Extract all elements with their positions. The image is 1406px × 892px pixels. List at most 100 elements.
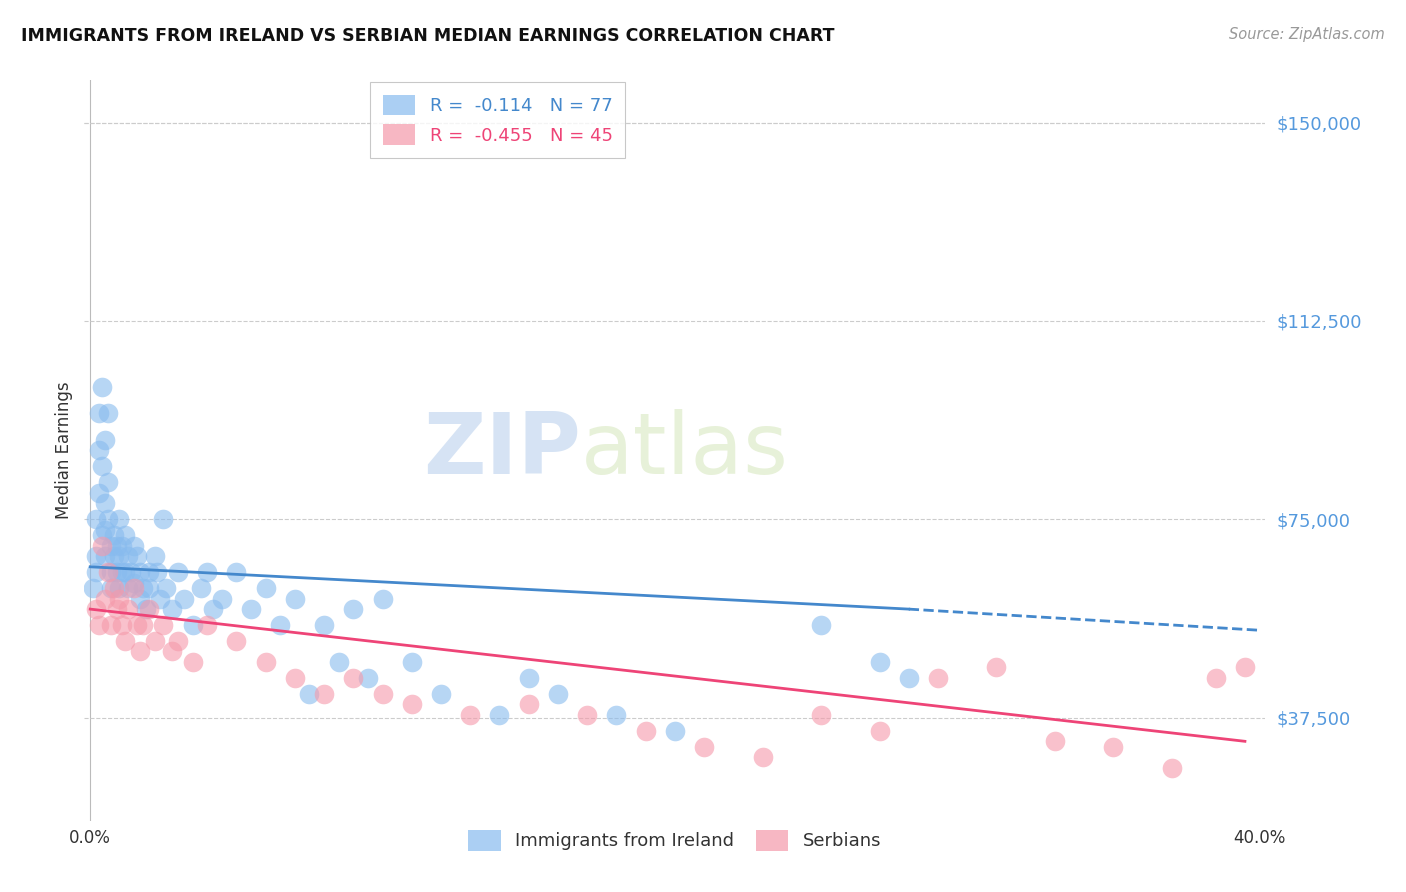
Point xyxy=(108,512,131,526)
Point xyxy=(211,591,233,606)
Point xyxy=(114,633,136,648)
Point xyxy=(120,565,142,579)
Point xyxy=(143,549,166,564)
Point xyxy=(401,655,423,669)
Text: IMMIGRANTS FROM IRELAND VS SERBIAN MEDIAN EARNINGS CORRELATION CHART: IMMIGRANTS FROM IRELAND VS SERBIAN MEDIA… xyxy=(21,27,835,45)
Point xyxy=(94,591,117,606)
Point xyxy=(129,644,152,658)
Point xyxy=(810,707,832,722)
Point xyxy=(342,602,364,616)
Point xyxy=(125,549,148,564)
Point xyxy=(84,602,107,616)
Point xyxy=(488,707,510,722)
Point xyxy=(97,512,120,526)
Point xyxy=(117,581,139,595)
Point xyxy=(108,591,131,606)
Point xyxy=(401,698,423,712)
Point xyxy=(111,539,134,553)
Point xyxy=(201,602,224,616)
Point xyxy=(100,618,122,632)
Point xyxy=(82,581,104,595)
Point xyxy=(114,528,136,542)
Point xyxy=(90,459,112,474)
Point xyxy=(1205,671,1227,685)
Point xyxy=(869,723,891,738)
Point xyxy=(1043,734,1066,748)
Point xyxy=(114,565,136,579)
Point xyxy=(181,655,204,669)
Point xyxy=(94,549,117,564)
Point xyxy=(269,618,291,632)
Point xyxy=(254,655,277,669)
Point xyxy=(125,618,148,632)
Point xyxy=(225,633,247,648)
Point xyxy=(105,602,128,616)
Point xyxy=(897,671,920,685)
Point xyxy=(927,671,949,685)
Point xyxy=(1233,660,1256,674)
Point xyxy=(149,591,172,606)
Point xyxy=(111,565,134,579)
Point xyxy=(90,539,112,553)
Point xyxy=(160,602,183,616)
Text: Source: ZipAtlas.com: Source: ZipAtlas.com xyxy=(1229,27,1385,42)
Point xyxy=(312,687,335,701)
Point xyxy=(751,750,773,764)
Point xyxy=(371,687,394,701)
Point xyxy=(122,539,145,553)
Point xyxy=(132,618,155,632)
Point xyxy=(84,512,107,526)
Point xyxy=(138,565,160,579)
Text: atlas: atlas xyxy=(581,409,789,492)
Point xyxy=(240,602,263,616)
Point xyxy=(1102,739,1125,754)
Point xyxy=(111,618,134,632)
Point xyxy=(87,443,110,458)
Point xyxy=(167,565,190,579)
Point xyxy=(105,539,128,553)
Point xyxy=(87,618,110,632)
Point xyxy=(605,707,627,722)
Point xyxy=(810,618,832,632)
Point xyxy=(195,565,218,579)
Point xyxy=(284,591,307,606)
Point xyxy=(1160,761,1182,775)
Point xyxy=(87,485,110,500)
Point xyxy=(371,591,394,606)
Point xyxy=(143,633,166,648)
Point xyxy=(869,655,891,669)
Point xyxy=(146,565,169,579)
Point xyxy=(138,602,160,616)
Point xyxy=(135,602,157,616)
Point xyxy=(94,523,117,537)
Point xyxy=(94,496,117,510)
Point xyxy=(108,549,131,564)
Point xyxy=(117,602,139,616)
Point xyxy=(328,655,350,669)
Point xyxy=(100,539,122,553)
Point xyxy=(576,707,599,722)
Point xyxy=(90,380,112,394)
Point xyxy=(138,581,160,595)
Point xyxy=(430,687,453,701)
Point xyxy=(122,581,145,595)
Point xyxy=(152,618,174,632)
Point xyxy=(254,581,277,595)
Point xyxy=(312,618,335,632)
Point xyxy=(103,581,125,595)
Text: ZIP: ZIP xyxy=(423,409,581,492)
Point xyxy=(357,671,380,685)
Point xyxy=(195,618,218,632)
Point xyxy=(298,687,321,701)
Point xyxy=(129,591,152,606)
Point xyxy=(103,549,125,564)
Point xyxy=(122,575,145,590)
Point xyxy=(105,565,128,579)
Point xyxy=(190,581,212,595)
Point xyxy=(634,723,657,738)
Point xyxy=(84,565,107,579)
Point xyxy=(160,644,183,658)
Point xyxy=(181,618,204,632)
Point xyxy=(547,687,569,701)
Point xyxy=(100,565,122,579)
